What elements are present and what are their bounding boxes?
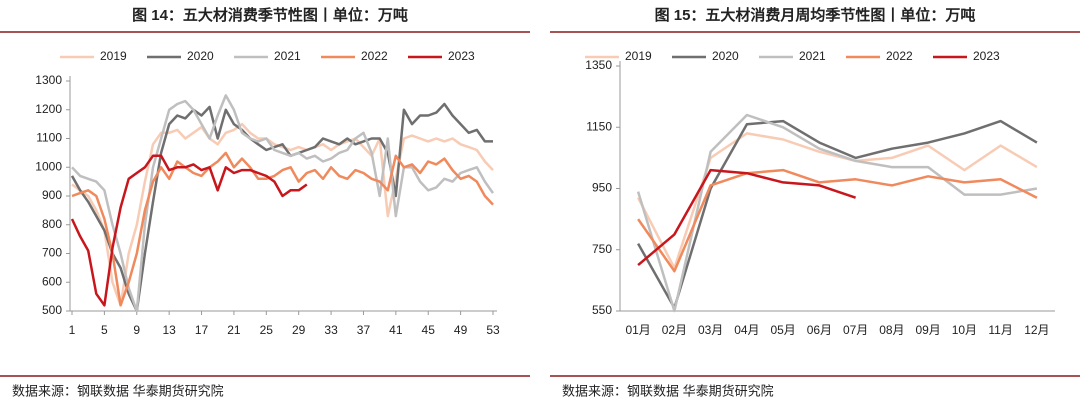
legend-label: 2020	[187, 49, 214, 63]
x-tick-label: 29	[292, 323, 306, 337]
y-tick-label: 1350	[585, 58, 612, 72]
legend-label: 2019	[100, 49, 127, 63]
y-tick-label: 700	[42, 246, 62, 260]
series-line	[637, 119, 1038, 310]
x-tick-label: 25	[260, 323, 274, 337]
x-tick-label: 08月	[879, 323, 904, 337]
chart-title: 图 15：五大材消费月周均季节性图丨单位：万吨	[655, 6, 976, 24]
y-tick-label: 1100	[36, 131, 62, 145]
legend-label: 2023	[448, 49, 475, 63]
x-tick-label: 06月	[807, 323, 832, 337]
y-tick-label: 900	[42, 188, 62, 202]
legend-label: 2021	[274, 49, 301, 63]
x-tick-label: 07月	[843, 323, 868, 337]
legend-label: 2022	[886, 49, 913, 63]
x-tick-label: 5	[101, 323, 108, 337]
y-tick-label: 1150	[586, 119, 612, 133]
x-tick-label: 04月	[734, 323, 759, 337]
x-tick-label: 09月	[915, 323, 940, 337]
x-tick-label: 33	[324, 323, 338, 337]
y-tick-label: 1000	[35, 159, 62, 173]
x-tick-label: 05月	[770, 323, 795, 337]
source-note: 数据来源：钢联数据 华泰期货研究院	[12, 383, 224, 398]
legend-label: 2023	[973, 49, 1000, 63]
series-line	[637, 168, 857, 267]
series-line	[637, 168, 1038, 273]
y-tick-label: 1300	[35, 73, 62, 87]
series-line	[71, 151, 494, 307]
x-tick-label: 01月	[625, 323, 650, 337]
x-tick-label: 03月	[698, 323, 723, 337]
x-tick-label: 17	[195, 323, 209, 337]
x-tick-label: 41	[389, 323, 403, 337]
y-tick-label: 600	[42, 274, 62, 288]
x-tick-label: 11月	[988, 323, 1012, 337]
legend-label: 2021	[799, 49, 826, 63]
legend-label: 2022	[361, 49, 388, 63]
legend-label: 2020	[712, 49, 739, 63]
series-line	[71, 94, 495, 313]
chart-title: 图 14：五大材消费季节性图丨单位：万吨	[132, 6, 408, 24]
series-line	[70, 102, 493, 313]
x-tick-label: 45	[422, 323, 436, 337]
y-tick-label: 550	[592, 303, 612, 317]
y-tick-label: 950	[592, 181, 612, 195]
x-tick-label: 12月	[1024, 323, 1049, 337]
x-tick-label: 37	[357, 323, 371, 337]
legend-label: 2019	[625, 49, 652, 63]
x-tick-label: 21	[227, 323, 241, 337]
x-tick-label: 10月	[952, 323, 977, 337]
x-tick-label: 1	[69, 323, 76, 337]
source-note: 数据来源：钢联数据 华泰期货研究院	[562, 383, 774, 398]
x-tick-label: 53	[486, 323, 500, 337]
series-line	[70, 154, 308, 307]
series-line	[71, 122, 494, 307]
y-tick-label: 750	[592, 242, 612, 256]
y-tick-label: 800	[42, 217, 62, 231]
x-tick-label: 9	[133, 323, 140, 337]
y-tick-label: 1200	[35, 102, 62, 116]
x-tick-label: 49	[454, 323, 468, 337]
x-tick-label: 13	[162, 323, 176, 337]
y-tick-label: 500	[42, 303, 62, 317]
x-tick-label: 02月	[662, 323, 687, 337]
